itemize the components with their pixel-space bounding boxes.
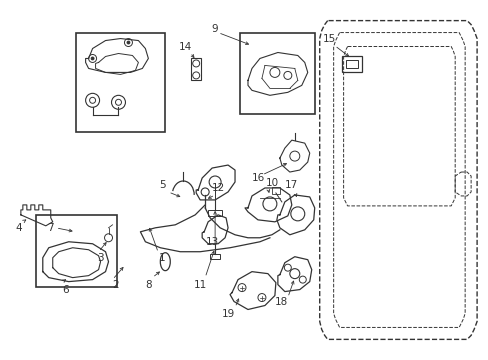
Bar: [191, 58, 201, 80]
Circle shape: [91, 57, 94, 60]
Bar: [345, 60, 357, 68]
Text: 11: 11: [193, 280, 206, 289]
Bar: [210, 254, 220, 259]
Text: 16: 16: [251, 173, 264, 183]
Text: 9: 9: [211, 24, 218, 33]
Bar: [271, 187, 279, 194]
Text: 2: 2: [112, 280, 119, 289]
Text: 1: 1: [159, 253, 165, 263]
Bar: [240, 32, 314, 114]
Text: 18: 18: [275, 297, 288, 306]
Text: 5: 5: [159, 180, 165, 190]
Bar: [208, 210, 222, 216]
Circle shape: [127, 41, 130, 44]
Text: 7: 7: [47, 223, 54, 233]
Text: 15: 15: [323, 33, 336, 44]
Text: 19: 19: [221, 310, 234, 319]
Bar: [76, 32, 165, 132]
Text: 4: 4: [16, 223, 22, 233]
Text: 17: 17: [285, 180, 298, 190]
Text: 12: 12: [211, 183, 224, 193]
Text: 14: 14: [178, 41, 191, 51]
Bar: [341, 57, 361, 72]
Text: 13: 13: [205, 237, 218, 247]
Bar: [36, 215, 117, 287]
Text: 6: 6: [62, 284, 69, 294]
Text: 10: 10: [265, 178, 278, 188]
Text: 3: 3: [97, 253, 103, 263]
Text: 8: 8: [145, 280, 151, 289]
